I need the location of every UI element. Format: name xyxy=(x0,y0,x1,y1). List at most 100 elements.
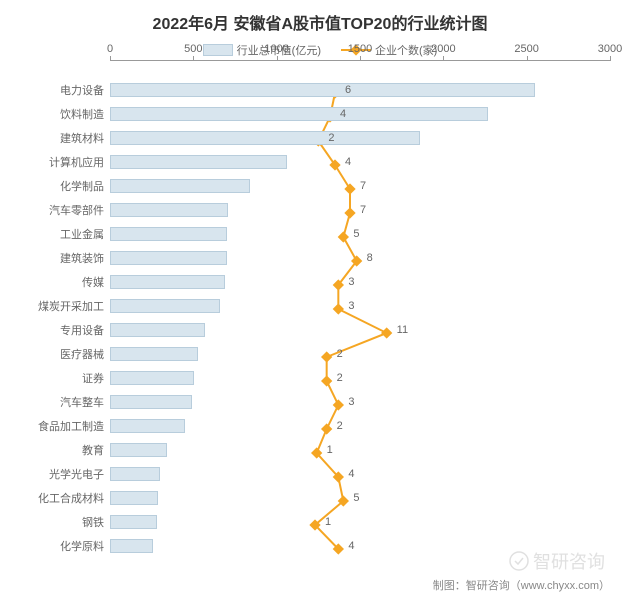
y-axis-label: 电力设备 xyxy=(4,82,104,98)
chart-row: 食品加工制造 xyxy=(110,414,610,438)
bar xyxy=(110,515,157,529)
y-axis-label: 化学制品 xyxy=(4,178,104,194)
x-tick-label: 2500 xyxy=(514,43,538,55)
line-value-label: 3 xyxy=(348,396,354,408)
y-axis-label: 钢铁 xyxy=(4,514,104,530)
x-tick-label: 0 xyxy=(107,43,113,55)
x-tick-mark xyxy=(527,56,528,61)
legend-bar-swatch xyxy=(203,44,233,56)
legend: 行业总市值(亿元) 企业个数(家) xyxy=(0,42,640,58)
legend-bar-item: 行业总市值(亿元) xyxy=(203,42,321,58)
bar xyxy=(110,371,194,385)
chart-row: 传媒 xyxy=(110,270,610,294)
bar xyxy=(110,275,225,289)
x-tick-label: 1500 xyxy=(348,43,372,55)
watermark-icon xyxy=(509,551,529,571)
bar xyxy=(110,467,160,481)
x-tick-label: 2000 xyxy=(431,43,455,55)
x-tick-label: 1000 xyxy=(264,43,288,55)
chart-row: 光学光电子 xyxy=(110,462,610,486)
x-tick-mark xyxy=(360,56,361,61)
line-value-label: 11 xyxy=(397,324,408,336)
x-axis: 050010001500200025003000 xyxy=(110,60,610,80)
bar xyxy=(110,131,420,145)
bar xyxy=(110,443,167,457)
y-axis-label: 计算机应用 xyxy=(4,154,104,170)
y-axis-label: 传媒 xyxy=(4,274,104,290)
bar xyxy=(110,395,192,409)
line-value-label: 2 xyxy=(328,132,334,144)
chart-row: 电力设备 xyxy=(110,78,610,102)
line-value-label: 4 xyxy=(348,540,354,552)
chart-container: 2022年6月 安徽省A股市值TOP20的行业统计图 行业总市值(亿元) 企业个… xyxy=(0,0,640,599)
line-value-label: 5 xyxy=(353,492,359,504)
line-value-label: 6 xyxy=(345,84,351,96)
bar xyxy=(110,203,228,217)
chart-row: 化工合成材料 xyxy=(110,486,610,510)
line-value-label: 5 xyxy=(353,228,359,240)
x-tick-mark xyxy=(443,56,444,61)
bar xyxy=(110,539,153,553)
y-axis-label: 专用设备 xyxy=(4,322,104,338)
line-value-label: 8 xyxy=(367,252,373,264)
y-axis-label: 教育 xyxy=(4,442,104,458)
bar xyxy=(110,155,287,169)
chart-row: 医疗器械 xyxy=(110,342,610,366)
y-axis-label: 建筑装饰 xyxy=(4,250,104,266)
line-value-label: 1 xyxy=(325,516,331,528)
y-axis-label: 建筑材料 xyxy=(4,130,104,146)
chart-row: 工业金属 xyxy=(110,222,610,246)
y-axis-label: 光学光电子 xyxy=(4,466,104,482)
y-axis-label: 汽车零部件 xyxy=(4,202,104,218)
line-value-label: 2 xyxy=(337,348,343,360)
line-value-label: 7 xyxy=(360,204,366,216)
y-axis-label: 证券 xyxy=(4,370,104,386)
chart-title: 2022年6月 安徽省A股市值TOP20的行业统计图 xyxy=(0,0,640,34)
chart-row: 钢铁 xyxy=(110,510,610,534)
bar xyxy=(110,179,250,193)
y-axis-label: 化学原料 xyxy=(4,538,104,554)
chart-row: 建筑装饰 xyxy=(110,246,610,270)
y-axis-label: 医疗器械 xyxy=(4,346,104,362)
y-axis-label: 化工合成材料 xyxy=(4,490,104,506)
chart-row: 建筑材料 xyxy=(110,126,610,150)
bar xyxy=(110,299,220,313)
line-value-label: 2 xyxy=(337,420,343,432)
chart-row: 计算机应用 xyxy=(110,150,610,174)
x-tick-label: 500 xyxy=(184,43,202,55)
line-value-label: 4 xyxy=(348,468,354,480)
chart-row: 饮料制造 xyxy=(110,102,610,126)
chart-row: 教育 xyxy=(110,438,610,462)
line-value-label: 4 xyxy=(340,108,346,120)
x-tick-mark xyxy=(610,56,611,61)
chart-row: 专用设备 xyxy=(110,318,610,342)
y-axis-label: 食品加工制造 xyxy=(4,418,104,434)
line-value-label: 3 xyxy=(348,276,354,288)
bar xyxy=(110,491,158,505)
y-axis-label: 工业金属 xyxy=(4,226,104,242)
legend-line-label: 企业个数(家) xyxy=(375,42,437,58)
chart-row: 煤炭开采加工 xyxy=(110,294,610,318)
line-value-label: 2 xyxy=(337,372,343,384)
x-tick-label: 3000 xyxy=(598,43,622,55)
y-axis-label: 汽车整车 xyxy=(4,394,104,410)
bar xyxy=(110,347,198,361)
x-tick-mark xyxy=(110,56,111,61)
y-axis-label: 煤炭开采加工 xyxy=(4,298,104,314)
bar xyxy=(110,227,227,241)
x-tick-mark xyxy=(277,56,278,61)
plot-area: 电力设备6饮料制造4建筑材料2计算机应用4化学制品7汽车零部件7工业金属5建筑装… xyxy=(110,78,610,564)
chart-row: 证券 xyxy=(110,366,610,390)
line-value-label: 3 xyxy=(348,300,354,312)
y-axis-label: 饮料制造 xyxy=(4,106,104,122)
footer-text: 制图：智研咨询（www.chyxx.com） xyxy=(433,577,610,593)
watermark: 智研咨询 xyxy=(509,548,605,574)
bar xyxy=(110,107,488,121)
bar xyxy=(110,419,185,433)
bar xyxy=(110,323,205,337)
line-value-label: 1 xyxy=(327,444,333,456)
line-value-label: 7 xyxy=(360,180,366,192)
bar xyxy=(110,251,227,265)
line-value-label: 4 xyxy=(345,156,351,168)
chart-row: 汽车整车 xyxy=(110,390,610,414)
